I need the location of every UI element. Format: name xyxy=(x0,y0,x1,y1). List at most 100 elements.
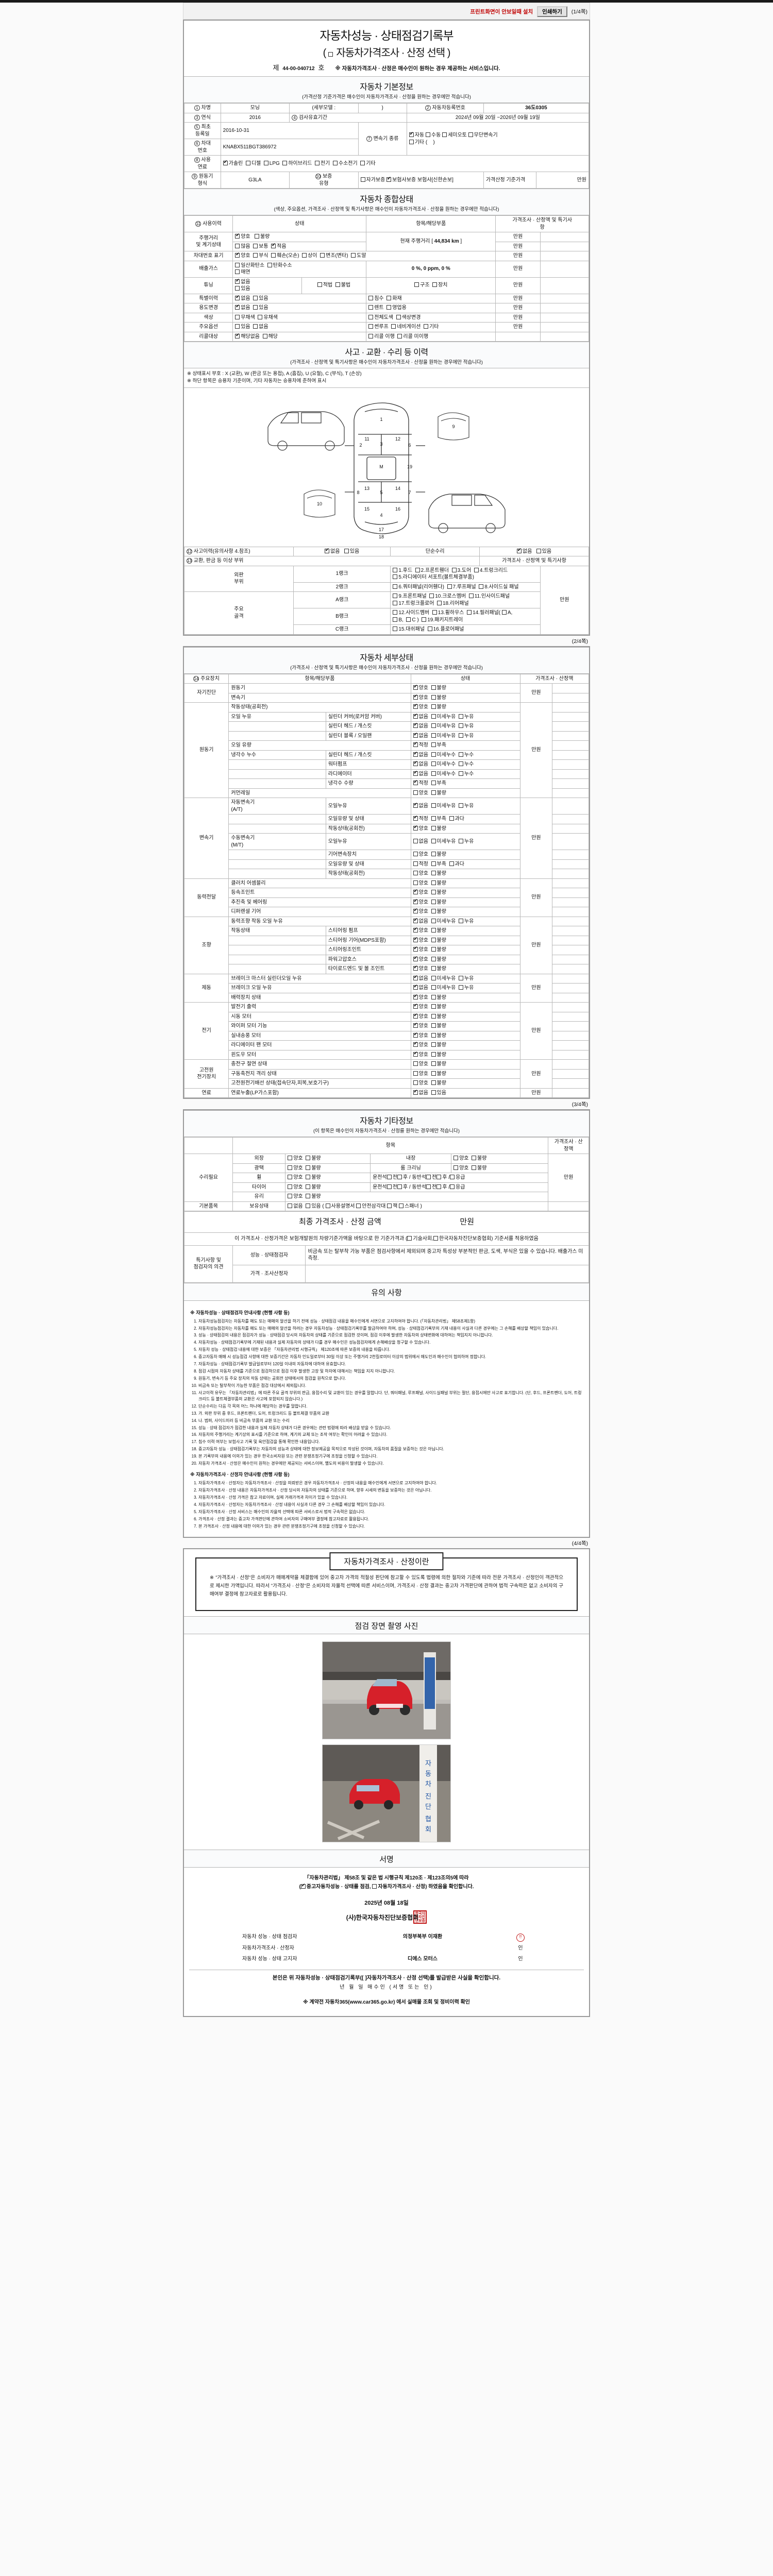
checkbox-semiauto[interactable] xyxy=(442,132,447,137)
checkbox-lpg[interactable] xyxy=(263,160,268,165)
checkbox-engineer-society[interactable] xyxy=(407,1236,412,1241)
checkbox-양호[interactable] xyxy=(413,908,418,913)
price-input-cell[interactable] xyxy=(540,232,590,242)
state-option[interactable]: 부족 xyxy=(431,781,446,786)
checkbox-wheel-good[interactable] xyxy=(288,1175,293,1179)
checkbox-diesel[interactable] xyxy=(245,160,250,165)
checkbox-양호[interactable] xyxy=(413,1022,418,1028)
state-option[interactable]: 누유 xyxy=(458,918,474,924)
detail-price-cell[interactable] xyxy=(552,731,589,741)
state-option[interactable]: 미세누유 xyxy=(431,838,456,844)
state-option[interactable]: 불량 xyxy=(431,1013,446,1020)
price-input-cell[interactable] xyxy=(540,251,590,261)
checkbox-양호[interactable] xyxy=(413,889,418,894)
detail-price-cell[interactable] xyxy=(552,833,589,850)
state-option[interactable]: 불량 xyxy=(431,694,446,701)
checkbox-price-survey[interactable] xyxy=(372,1884,377,1889)
state-option[interactable]: 미세누유 xyxy=(431,918,456,924)
checkbox-불량[interactable] xyxy=(431,694,436,700)
checkbox-tuning-none[interactable] xyxy=(235,278,240,284)
detail-price-cell[interactable] xyxy=(552,869,589,879)
detail-price-cell[interactable] xyxy=(552,1021,589,1031)
detail-price-cell[interactable] xyxy=(552,859,589,869)
fuel-opt[interactable]: 전기 xyxy=(314,160,330,166)
checkbox-hood[interactable] xyxy=(393,567,398,572)
checkbox-불량[interactable] xyxy=(431,871,436,875)
state-option[interactable]: 미세누유 xyxy=(431,714,456,720)
checkbox-누유[interactable] xyxy=(458,733,463,738)
checkbox-recall-done[interactable] xyxy=(368,333,374,338)
detail-price-cell[interactable] xyxy=(552,954,589,964)
fuel-opt[interactable]: 가솔린 xyxy=(223,160,243,166)
checkbox-불량[interactable] xyxy=(431,1004,436,1009)
state-option[interactable]: 미세누수 xyxy=(431,761,456,767)
state-option[interactable]: 누유 xyxy=(458,985,474,991)
checkbox-tire-pass-rear[interactable] xyxy=(436,1184,442,1189)
checkbox-누수[interactable] xyxy=(458,752,463,757)
checkbox-양호[interactable] xyxy=(413,937,418,942)
checkbox-trunk-floor[interactable] xyxy=(393,600,398,605)
checkbox-불량[interactable] xyxy=(431,1023,436,1028)
state-option[interactable]: 불량 xyxy=(431,871,446,876)
checkbox-양호[interactable] xyxy=(413,703,418,709)
price-input-cell[interactable] xyxy=(540,260,590,278)
checkbox-special-none[interactable] xyxy=(235,295,240,300)
detail-price-cell[interactable] xyxy=(552,897,589,907)
state-option[interactable]: 양호 xyxy=(413,889,428,895)
checkbox-누수[interactable] xyxy=(458,771,463,776)
checkbox-누유[interactable] xyxy=(458,714,463,719)
checkbox-door[interactable] xyxy=(451,567,457,572)
trans-opt[interactable]: 자동 xyxy=(409,131,424,138)
checkbox-없음[interactable] xyxy=(413,984,418,990)
checkbox-양호[interactable] xyxy=(413,880,418,885)
checkbox-wheel-driver-front[interactable] xyxy=(386,1175,392,1179)
checkbox-미세누수[interactable] xyxy=(431,771,436,776)
state-option[interactable]: 없음 xyxy=(413,802,428,809)
state-option[interactable]: 양호 xyxy=(413,1080,428,1086)
state-option[interactable]: 불량 xyxy=(431,1071,446,1077)
detail-price-cell[interactable] xyxy=(552,1030,589,1041)
checkbox-rear-panel[interactable] xyxy=(437,600,442,605)
detail-price-cell[interactable] xyxy=(552,926,589,936)
price-survey-checkbox[interactable] xyxy=(328,52,333,57)
checkbox-양호[interactable] xyxy=(413,684,418,690)
state-option[interactable]: 불량 xyxy=(431,704,446,710)
checkbox-불량[interactable] xyxy=(431,890,436,894)
state-option[interactable]: 누유 xyxy=(458,733,474,739)
state-option[interactable]: 없음 xyxy=(413,732,428,739)
checkbox-미세누유[interactable] xyxy=(431,723,436,728)
checkbox-tire-pass-front[interactable] xyxy=(426,1184,431,1189)
detail-price-cell[interactable] xyxy=(552,721,589,732)
price-input-cell[interactable] xyxy=(540,303,590,313)
state-option[interactable]: 양호 xyxy=(413,852,428,857)
checkbox-vin-damaged[interactable] xyxy=(271,253,276,258)
checkbox-과다[interactable] xyxy=(449,816,454,821)
checkbox-불량[interactable] xyxy=(431,1061,436,1066)
detail-price-cell[interactable] xyxy=(552,740,589,751)
state-option[interactable]: 불량 xyxy=(431,928,446,934)
checkbox-불량[interactable] xyxy=(431,880,436,885)
checkbox-누유[interactable] xyxy=(458,838,463,843)
state-option[interactable]: 양호 xyxy=(413,1041,428,1048)
checkbox-trans-other[interactable] xyxy=(409,139,414,144)
checkbox-tuning-device[interactable] xyxy=(432,282,438,287)
checkbox-tire-spare[interactable] xyxy=(450,1184,455,1189)
state-option[interactable]: 양호 xyxy=(413,1032,428,1039)
checkbox-chromatic[interactable] xyxy=(258,314,263,319)
detail-price-cell[interactable] xyxy=(552,750,589,760)
state-option[interactable]: 양호 xyxy=(413,790,428,796)
detail-price-cell[interactable] xyxy=(552,778,589,789)
checkbox-부족[interactable] xyxy=(431,861,436,866)
state-option[interactable]: 불량 xyxy=(431,899,446,905)
checkbox-rent[interactable] xyxy=(368,305,374,310)
checkbox-양호[interactable] xyxy=(413,1061,418,1066)
state-option[interactable]: 없음 xyxy=(413,722,428,729)
state-option[interactable]: 있음 xyxy=(431,1090,446,1096)
checkbox-navigation[interactable] xyxy=(391,324,396,329)
checkbox-polish-bad[interactable] xyxy=(306,1165,311,1170)
checkbox-없음[interactable] xyxy=(413,918,418,923)
checkbox-누유[interactable] xyxy=(458,803,463,808)
checkbox-hybrid[interactable] xyxy=(282,160,288,165)
checkbox-불량[interactable] xyxy=(431,790,436,795)
fuel-opt[interactable]: LPG xyxy=(263,160,280,166)
